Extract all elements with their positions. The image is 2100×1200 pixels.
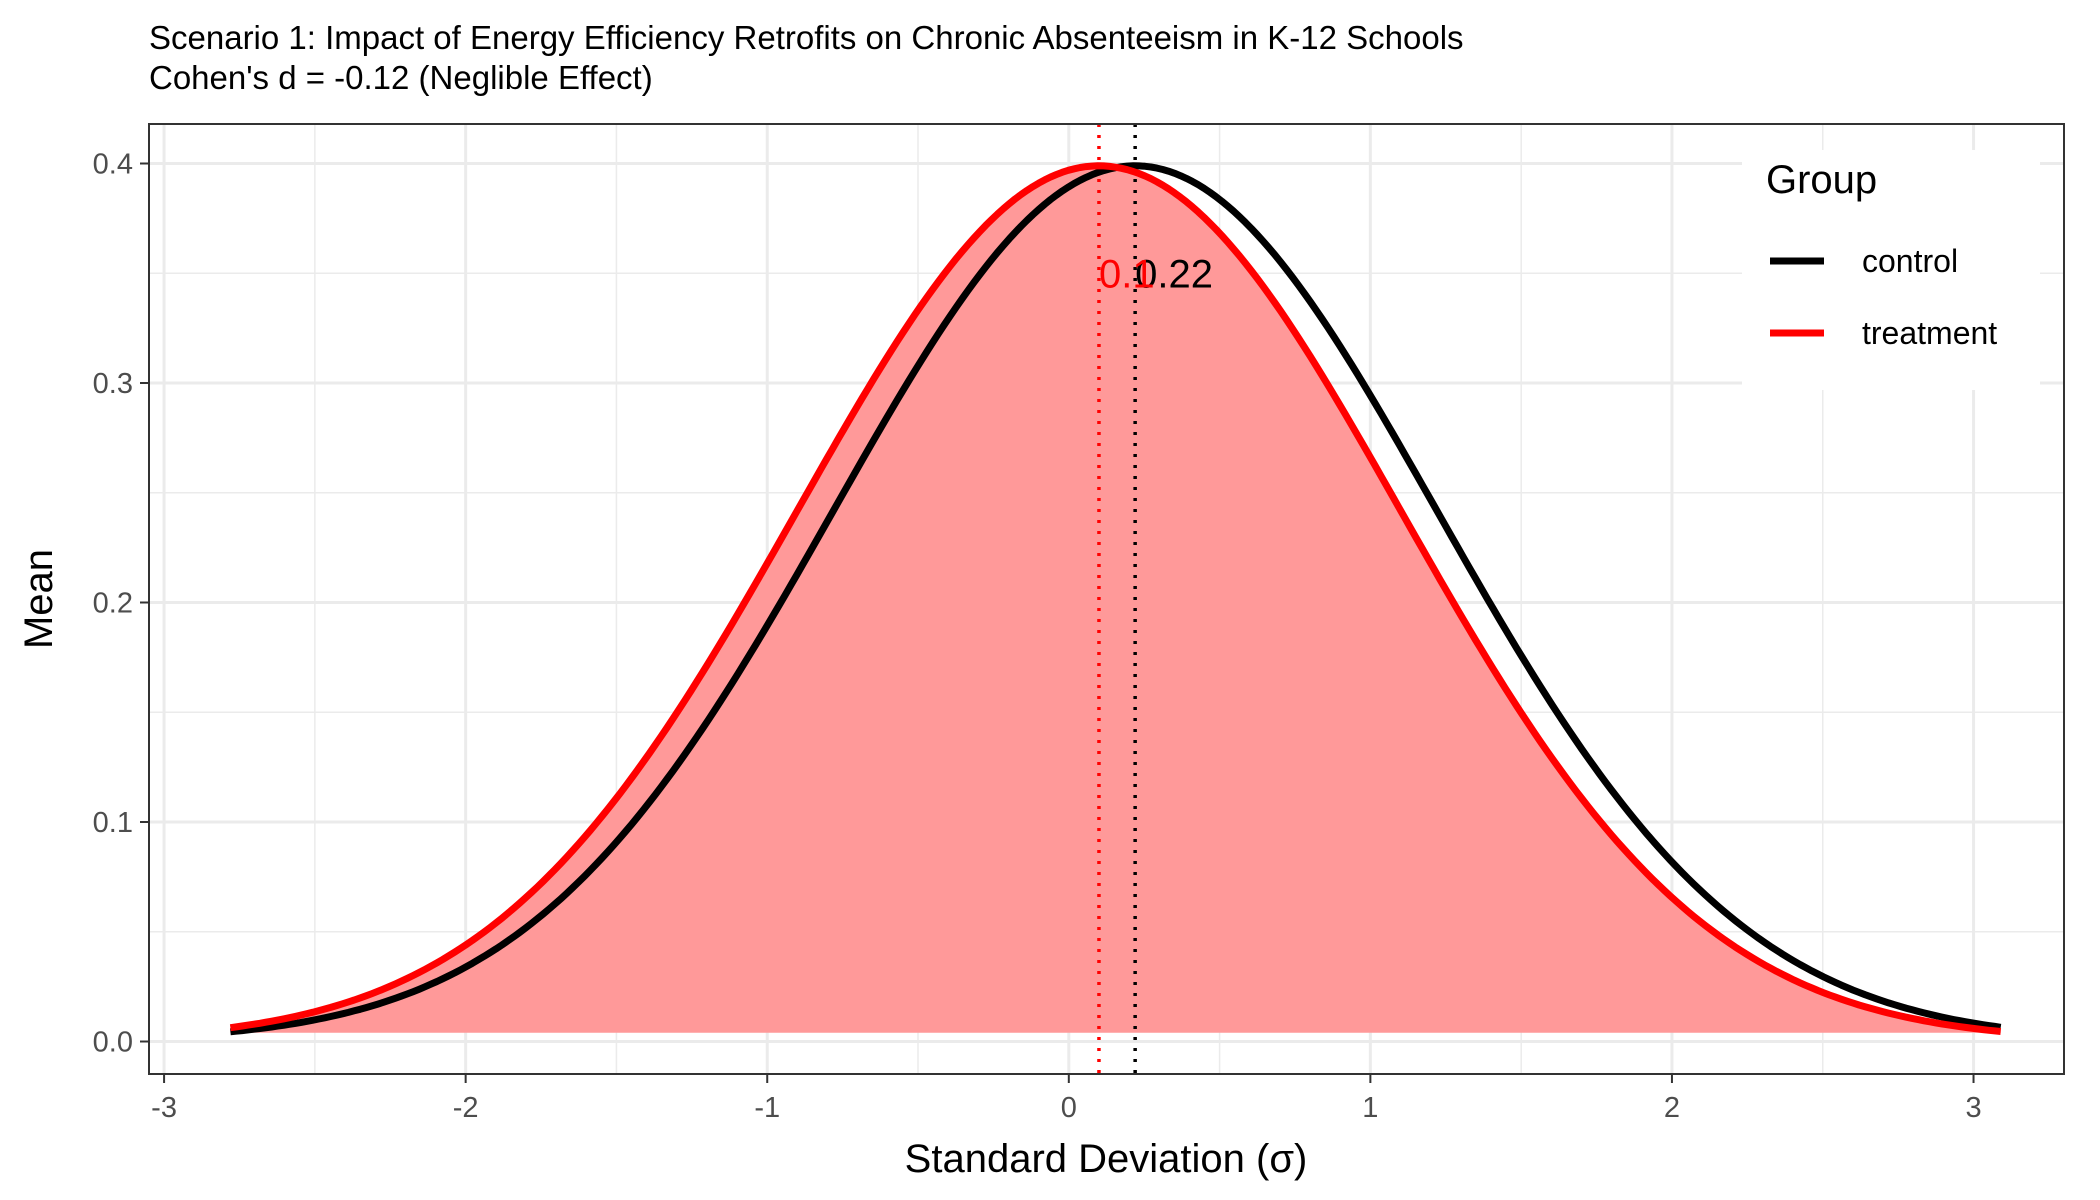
treatment-area xyxy=(230,165,2001,1033)
legend-background xyxy=(1742,150,2040,390)
legend-label-control: control xyxy=(1862,243,1958,279)
y-tick-label: 0.0 xyxy=(93,1027,133,1059)
legend: Group control treatment xyxy=(1742,150,2040,390)
curves xyxy=(229,162,2002,1036)
title-block: Scenario 1: Impact of Energy Efficiency … xyxy=(149,18,1464,98)
x-tick-label: -3 xyxy=(151,1092,177,1124)
fills xyxy=(230,165,2001,1033)
x-tick-label: -1 xyxy=(754,1092,780,1124)
control-mean-label: 0.22 xyxy=(1135,252,1213,296)
x-tick-label: 3 xyxy=(1965,1092,1981,1124)
legend-label-treatment: treatment xyxy=(1862,315,1997,351)
y-axis-label: Mean xyxy=(17,549,61,649)
y-tick-label: 0.4 xyxy=(93,149,133,181)
y-tick-label: 0.1 xyxy=(93,807,133,839)
x-tick-label: -2 xyxy=(453,1092,479,1124)
chart-subtitle: Cohen's d = -0.12 (Neglible Effect) xyxy=(149,59,653,96)
chart-title: Scenario 1: Impact of Energy Efficiency … xyxy=(149,19,1464,56)
y-axis: 0.0 0.1 0.2 0.3 0.4 xyxy=(93,149,149,1059)
x-axis: -3 -2 -1 0 1 2 3 xyxy=(151,1074,1982,1124)
mean-lines xyxy=(1097,124,1137,1074)
mean-labels: 0.220.1 xyxy=(1099,252,1213,296)
legend-title: Group xyxy=(1766,158,1877,202)
x-tick-label: 0 xyxy=(1061,1092,1077,1124)
treatment-curve xyxy=(229,162,2002,1035)
x-tick-label: 2 xyxy=(1664,1092,1680,1124)
x-axis-label: Standard Deviation (σ) xyxy=(905,1137,1308,1181)
y-tick-label: 0.3 xyxy=(93,368,133,400)
y-tick-label: 0.2 xyxy=(93,588,133,620)
plot-border xyxy=(148,123,2065,1075)
treatment-mean-label: 0.1 xyxy=(1099,252,1155,296)
x-tick-label: 1 xyxy=(1362,1092,1378,1124)
